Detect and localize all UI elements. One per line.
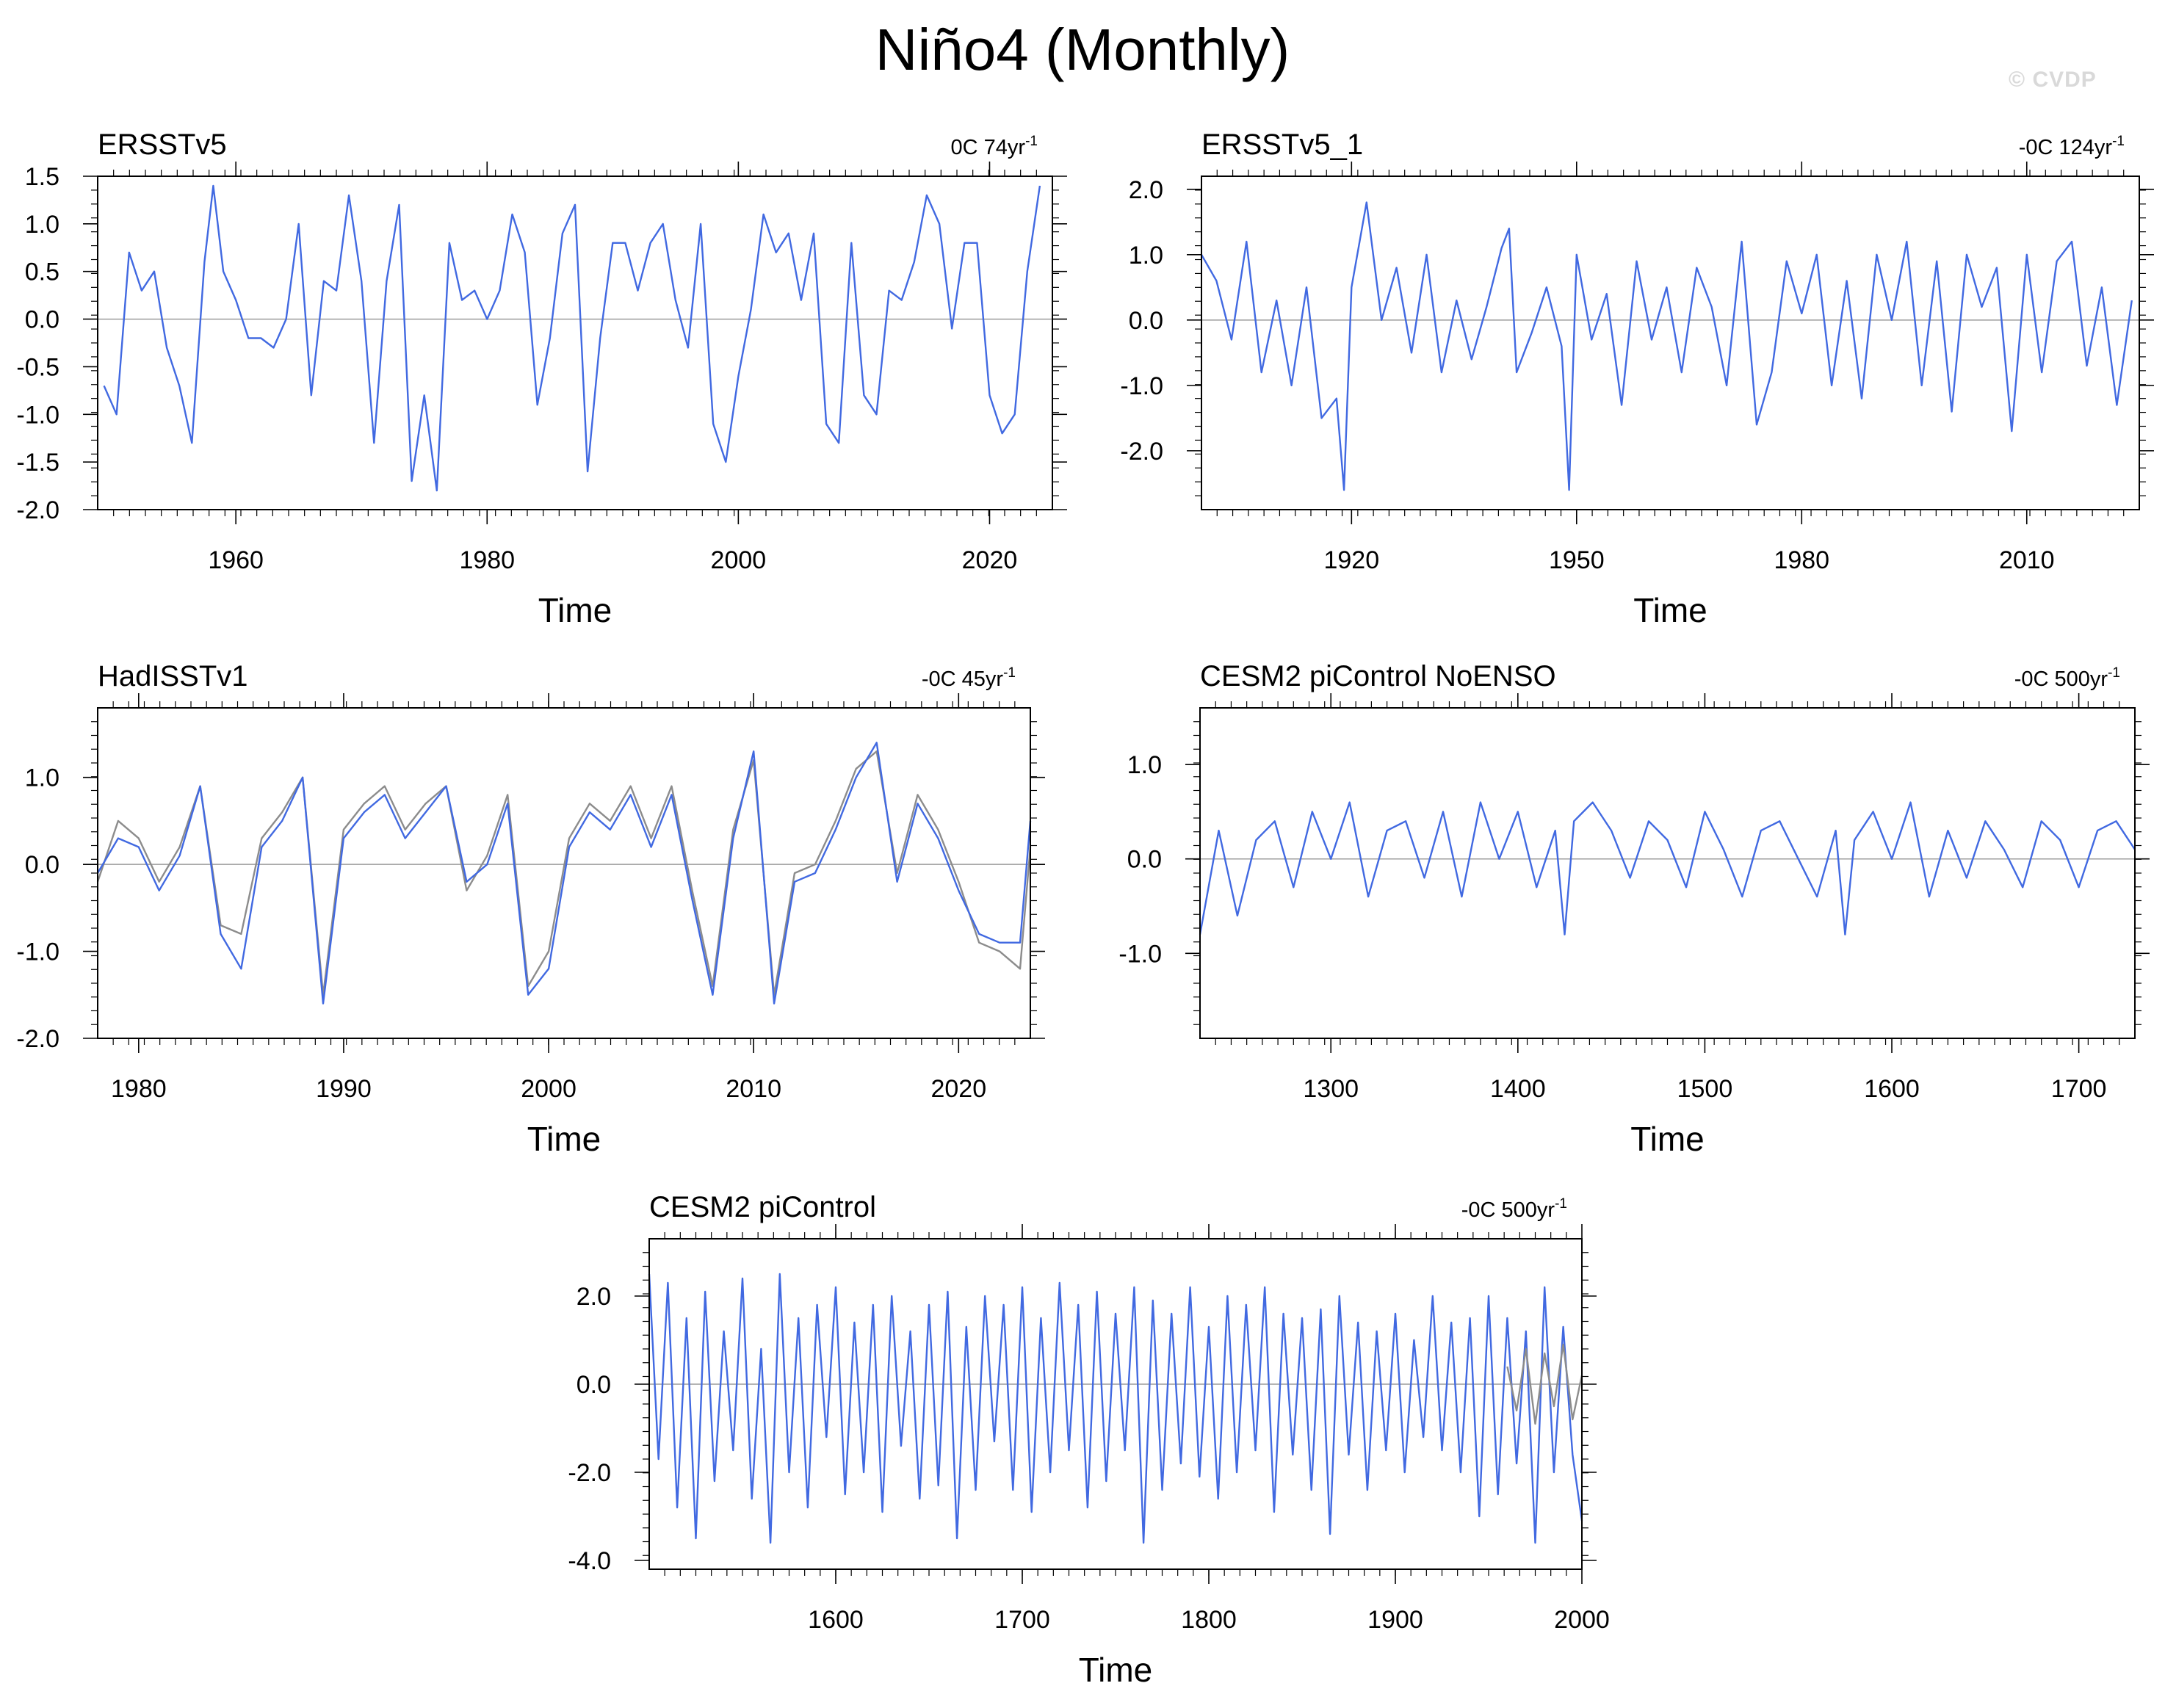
x-tick-label: 1990	[316, 1075, 372, 1103]
series-line-1	[1199, 801, 2136, 936]
y-tick-label: 2.0	[577, 1283, 611, 1311]
plot-frame	[97, 175, 1053, 510]
x-tick-label: 1700	[994, 1606, 1050, 1634]
x-tick-label: 2010	[1999, 546, 2055, 574]
y-tick-label: -1.5	[16, 449, 59, 477]
series-line-1	[648, 1273, 1583, 1544]
y-tick-label: -1.0	[1118, 940, 1162, 968]
trend-value: 0C 74yr	[951, 136, 1026, 159]
y-tick-label: -1.0	[16, 938, 59, 966]
trend-superscript: -1	[1555, 1196, 1567, 1212]
panel-title: ERSSTv5	[98, 129, 227, 161]
x-tick-label: 1500	[1677, 1075, 1733, 1103]
y-tick-label: 2.0	[1129, 176, 1163, 204]
series-line-2	[1506, 1343, 1583, 1425]
panel-title: HadISSTv1	[98, 660, 248, 692]
y-tick-label: 1.0	[1127, 751, 1162, 779]
y-tick-label: 0.0	[25, 851, 59, 879]
x-tick-label: 1300	[1303, 1075, 1359, 1103]
trend-value: -0C 124yr	[2019, 136, 2113, 159]
trend-label: -0C 500yr-1	[2014, 665, 2120, 691]
x-tick-label: 1980	[459, 546, 515, 574]
series-line-2	[96, 742, 1032, 1005]
y-tick-label: -4.0	[568, 1547, 611, 1575]
y-tick-label: -2.0	[1120, 438, 1163, 466]
x-tick-label: 1980	[111, 1075, 167, 1103]
panel-4: CESM2 piControl NoENSO -0C 500yr-1 1300 140…	[1118, 660, 2150, 1158]
x-axis-label: Time	[1079, 1651, 1153, 1689]
y-tick-label: 0.0	[25, 306, 59, 334]
minor-ticks	[91, 701, 1037, 1045]
y-tick-label: 0.0	[577, 1371, 611, 1399]
trend-superscript: -1	[1025, 134, 1038, 149]
x-axis-label: Time	[538, 591, 612, 629]
trend-label: 0C 74yr-1	[951, 134, 1038, 159]
minor-ticks	[643, 1232, 1588, 1576]
x-tick-label: 1920	[1323, 546, 1379, 574]
y-tick-label: 1.0	[25, 764, 59, 792]
trend-value: -0C 500yr	[1461, 1198, 1555, 1222]
x-tick-label: 1960	[208, 546, 264, 574]
x-tick-label: 2000	[521, 1075, 577, 1103]
x-tick-label: 2020	[962, 546, 1018, 574]
panel-title: CESM2 piControl NoENSO	[1200, 660, 1556, 692]
x-tick-label: 1600	[1864, 1075, 1920, 1103]
trend-superscript: -1	[1003, 665, 1016, 681]
panel-3: HadISSTv1 -0C 45yr-1 1980 1990 2000 2010 2020 -…	[16, 660, 1045, 1158]
y-tick-label: -2.0	[16, 1025, 59, 1053]
x-tick-label: 2010	[726, 1075, 781, 1103]
trend-label: -0C 500yr-1	[1461, 1196, 1567, 1222]
y-tick-label: -2.0	[568, 1459, 611, 1487]
x-axis-label: Time	[1633, 591, 1707, 629]
y-tick-label: 0.0	[1129, 307, 1163, 335]
panel-5: CESM2 piControl -0C 500yr-1 1600 1700 1800 19…	[568, 1191, 1609, 1689]
x-tick-label: 2000	[711, 546, 767, 574]
y-tick-label: -1.0	[16, 401, 59, 429]
x-tick-label: 2000	[1554, 1606, 1610, 1634]
trend-superscript: -1	[2108, 665, 2120, 681]
x-tick-label: 1600	[808, 1606, 864, 1634]
plot-frame	[648, 1238, 1583, 1570]
x-tick-label: 1400	[1490, 1075, 1546, 1103]
minor-ticks	[1193, 701, 2141, 1045]
y-tick-label: -2.0	[16, 496, 59, 524]
x-tick-label: 1950	[1549, 546, 1605, 574]
y-tick-label: 0.0	[1127, 846, 1162, 874]
panel-2: ERSSTv5_1 -0C 124yr-1 1920 1950 1980 2010 -2.0…	[1120, 129, 2154, 629]
trend-value: -0C 500yr	[2014, 667, 2108, 691]
y-tick-label: 1.0	[1129, 242, 1163, 269]
y-tick-label: 0.5	[25, 258, 59, 286]
minor-ticks	[1195, 170, 2146, 516]
plot-frame	[97, 707, 1031, 1039]
x-tick-label: 2020	[930, 1075, 986, 1103]
cvdp-watermark: © CVDP	[2009, 68, 2097, 92]
x-tick-label: 1700	[2051, 1075, 2107, 1103]
y-tick-label: 1.0	[25, 211, 59, 239]
series-line-1	[1200, 201, 2133, 491]
panel-1: ERSSTv5 0C 74yr-1 1960 1980 2000 2020 -2.0 -1.5…	[16, 129, 1067, 629]
trend-label: -0C 45yr-1	[922, 665, 1016, 691]
y-tick-label: 1.5	[25, 163, 59, 191]
figure-title: Niño4 (Monthly)	[875, 17, 1290, 82]
x-tick-label: 1980	[1774, 546, 1829, 574]
minor-ticks	[91, 170, 1059, 516]
y-tick-label: -0.5	[16, 353, 59, 381]
trend-value: -0C 45yr	[922, 667, 1004, 691]
panel-title: CESM2 piControl	[649, 1191, 876, 1223]
plot-frame	[1199, 707, 2136, 1039]
x-axis-label: Time	[1630, 1120, 1705, 1158]
x-tick-label: 1900	[1367, 1606, 1423, 1634]
x-tick-label: 1800	[1181, 1606, 1237, 1634]
plot-frame	[1201, 175, 2140, 510]
x-axis-label: Time	[527, 1120, 601, 1158]
trend-superscript: -1	[2112, 134, 2125, 149]
y-tick-label: -1.0	[1120, 372, 1163, 400]
trend-label: -0C 124yr-1	[2019, 134, 2125, 159]
panel-title: ERSSTv5_1	[1201, 129, 1363, 161]
series-line-1	[103, 184, 1041, 492]
